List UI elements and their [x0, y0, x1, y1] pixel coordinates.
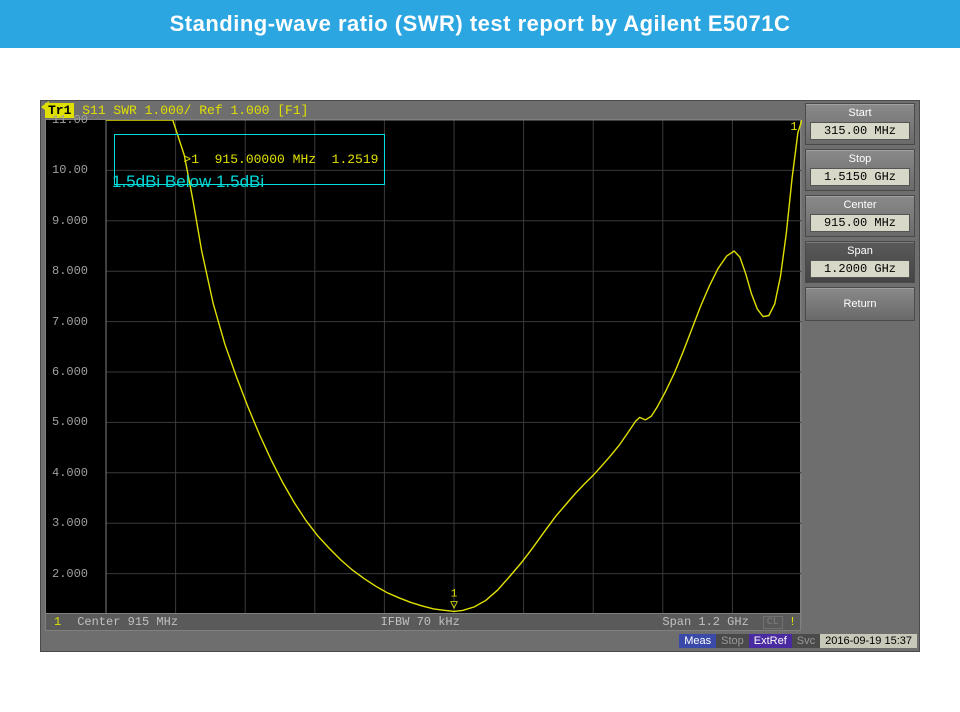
exclaim-icon: ! [783, 615, 800, 629]
channel-number: 1 [46, 615, 69, 629]
status-datetime: 2016-09-19 15:37 [820, 634, 917, 648]
y-tick-label: 8.000 [52, 264, 88, 278]
y-tick-label: 9.000 [52, 214, 88, 228]
softkey-label: Span [806, 242, 914, 258]
plot-background: 11.0010.009.0008.0007.0006.0005.0004.000… [45, 119, 801, 623]
softkey-stop[interactable]: Stop 1.5150 GHz [805, 149, 915, 191]
ifbw-label: IFBW 70 kHz [373, 615, 468, 629]
softkey-center[interactable]: Center 915.00 MHz [805, 195, 915, 237]
y-tick-label: 4.000 [52, 466, 88, 480]
softkey-span[interactable]: Span 1.2000 GHz [805, 241, 915, 283]
softkey-label: Center [806, 196, 914, 212]
softkey-label: Stop [806, 150, 914, 166]
status-extref: ExtRef [749, 634, 792, 648]
y-tick-label: 3.000 [52, 516, 88, 530]
y-tick-label: 11.00 [52, 113, 88, 127]
status-meas: Meas [679, 634, 716, 648]
softkey-value: 915.00 MHz [810, 214, 910, 232]
down-triangle-icon: ▽ [450, 601, 458, 611]
marker-readout-text: >1 915.00000 MHz 1.2519 [183, 152, 378, 167]
status-bar: MeasStopExtRefSvc2016-09-19 15:37 [45, 633, 917, 649]
softkey-value: 315.00 MHz [810, 122, 910, 140]
marker-number-top: 1 [790, 120, 797, 134]
y-tick-label: 7.000 [52, 315, 88, 329]
title-bar: Standing-wave ratio (SWR) test report by… [0, 0, 960, 48]
y-tick-label: 6.000 [52, 365, 88, 379]
cl-indicator: CL [763, 616, 783, 629]
trace-header-text: S11 SWR 1.000/ Ref 1.000 [F1] [82, 103, 308, 118]
center-freq-label: Center 915 MHz [69, 615, 186, 629]
y-tick-label: 10.00 [52, 163, 88, 177]
marker-1-glyph: 1▽ [450, 590, 458, 611]
softkey-label: Start [806, 104, 914, 120]
y-tick-label: 5.000 [52, 415, 88, 429]
marker-1-top-label: 1 [790, 120, 797, 134]
softkey-return[interactable]: Return [805, 287, 915, 321]
side-panel: Start 315.00 MHz Stop 1.5150 GHz Center 915.0… [805, 103, 915, 321]
plot-container: 11.0010.009.0008.0007.0006.0005.0004.000… [45, 119, 801, 623]
softkey-label: Return [806, 288, 914, 320]
softkey-start[interactable]: Start 315.00 MHz [805, 103, 915, 145]
status-stop: Stop [716, 634, 749, 648]
analyzer-screen: Tr1 S11 SWR 1.000/ Ref 1.000 [F1] 11.001… [40, 100, 920, 652]
softkey-value: 1.5150 GHz [810, 168, 910, 186]
span-label: Span 1.2 GHz [654, 615, 756, 629]
annotation-text: 1.5dBi Below 1.5dBi [112, 172, 264, 192]
page-title: Standing-wave ratio (SWR) test report by… [170, 11, 791, 37]
bottom-info-strip: 1 Center 915 MHz IFBW 70 kHz Span 1.2 GH… [45, 613, 801, 631]
softkey-value: 1.2000 GHz [810, 260, 910, 278]
y-tick-label: 2.000 [52, 567, 88, 581]
status-svc: Svc [792, 634, 820, 648]
swr-chart [46, 120, 802, 624]
